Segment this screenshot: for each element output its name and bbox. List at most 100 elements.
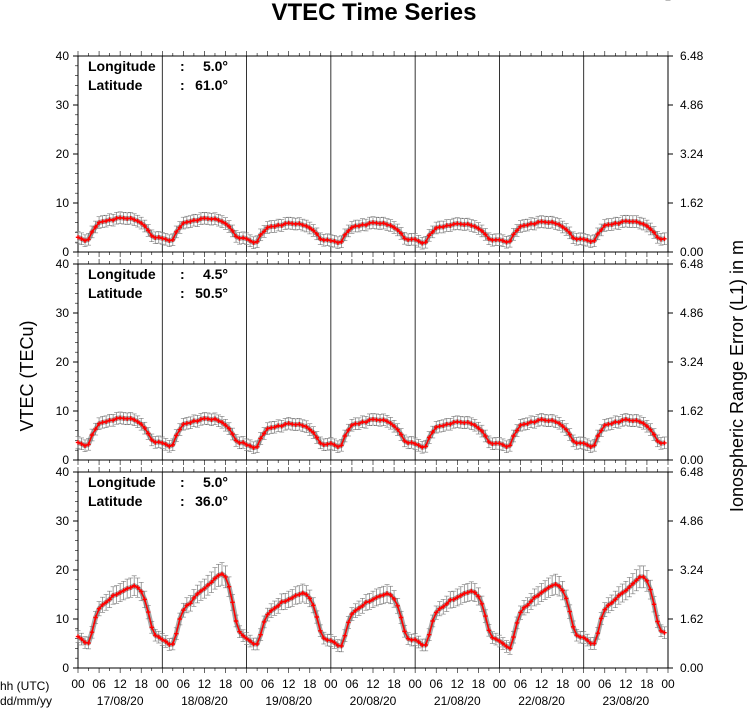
data-point	[209, 580, 214, 585]
data-point	[620, 418, 625, 423]
data-point	[430, 229, 435, 235]
data-point	[476, 425, 481, 431]
data-point	[226, 584, 232, 589]
data-point	[110, 593, 116, 598]
data-point	[416, 639, 421, 645]
data-point	[261, 431, 267, 436]
data-point	[314, 614, 319, 620]
data-point	[149, 437, 154, 443]
data-point	[339, 643, 344, 649]
data-point	[465, 590, 470, 595]
y-right-tick-label: 3.24	[680, 355, 704, 369]
y-tick-label: 20	[56, 147, 70, 161]
data-point	[549, 583, 555, 588]
data-point	[658, 628, 664, 633]
y-tick-label: 10	[56, 612, 70, 626]
data-point	[96, 606, 102, 611]
data-point	[398, 231, 404, 236]
data-point	[518, 423, 523, 428]
data-point	[514, 428, 520, 433]
data-point	[384, 591, 390, 596]
data-point	[627, 584, 632, 590]
x-tick-label-date: 23/08/20	[602, 694, 649, 708]
data-point	[160, 440, 165, 446]
data-point	[405, 636, 411, 641]
data-point	[240, 235, 246, 240]
data-point	[507, 646, 513, 651]
data-point	[311, 603, 316, 608]
data-point	[441, 604, 446, 609]
data-point	[86, 237, 91, 242]
x-tick-label-hour: 18	[556, 677, 570, 691]
data-point	[434, 425, 439, 430]
data-point	[311, 228, 316, 233]
longitude-colon: :	[180, 58, 185, 74]
data-point	[412, 441, 418, 446]
data-point	[219, 219, 225, 224]
data-point	[128, 416, 133, 421]
data-point	[342, 232, 348, 238]
data-point	[655, 235, 660, 240]
data-point	[103, 600, 109, 605]
data-point	[132, 217, 137, 222]
data-point	[655, 438, 660, 444]
latitude-value: 61.0°	[195, 77, 228, 93]
data-point	[504, 240, 509, 245]
y-axis-label-left: VTEC (TECu)	[17, 320, 37, 431]
data-point	[398, 615, 404, 620]
x-tick-label-date: 19/08/20	[265, 694, 312, 708]
data-point	[216, 218, 221, 223]
data-point	[114, 592, 119, 597]
data-point	[532, 420, 537, 425]
data-point	[89, 432, 95, 438]
data-point	[363, 600, 369, 605]
data-point	[240, 440, 246, 445]
data-point	[423, 444, 428, 449]
data-point	[272, 224, 277, 229]
data-point	[588, 444, 593, 449]
data-point	[644, 424, 650, 429]
y-right-tick-label: 1.62	[680, 196, 704, 210]
data-point	[423, 642, 428, 648]
data-point	[483, 613, 488, 619]
data-point	[581, 635, 586, 640]
data-point	[167, 444, 172, 449]
data-point	[395, 603, 400, 608]
y-tick-label: 30	[56, 514, 70, 528]
x-tick-label-hour: 00	[408, 677, 422, 691]
data-point	[269, 608, 274, 613]
data-point	[188, 219, 193, 224]
data-point	[247, 238, 253, 243]
data-point	[209, 417, 214, 422]
x-tick-label-hour: 12	[366, 677, 380, 691]
x-tick-label-hour: 18	[219, 677, 233, 691]
data-point	[75, 440, 81, 445]
data-point	[553, 582, 558, 587]
data-point	[314, 435, 319, 440]
data-point	[648, 226, 653, 232]
data-point	[86, 442, 91, 447]
data-point	[254, 641, 260, 647]
data-point	[286, 597, 291, 602]
data-point	[391, 596, 397, 602]
data-point	[297, 592, 302, 597]
x-tick-label-hour: 00	[240, 677, 254, 691]
data-point	[356, 606, 362, 611]
data-point	[599, 227, 604, 233]
data-point	[128, 216, 133, 221]
data-point	[75, 235, 81, 240]
y-right-tick-label: 4.86	[680, 514, 704, 528]
latitude-value: 36.0°	[195, 493, 228, 509]
panel-1: 0 0.00 10 1.62 20 3.24 30 4.86 40 6.48 Longitude: 5…	[56, 0, 704, 259]
data-point	[469, 588, 474, 594]
y-tick-label: 20	[56, 563, 70, 577]
data-point	[560, 588, 565, 593]
longitude-label: Longitude	[88, 266, 156, 282]
data-point	[511, 634, 516, 640]
data-point	[230, 600, 235, 605]
y-right-tick-label: 1.62	[680, 612, 704, 626]
data-point	[521, 605, 527, 610]
data-point	[89, 229, 95, 235]
